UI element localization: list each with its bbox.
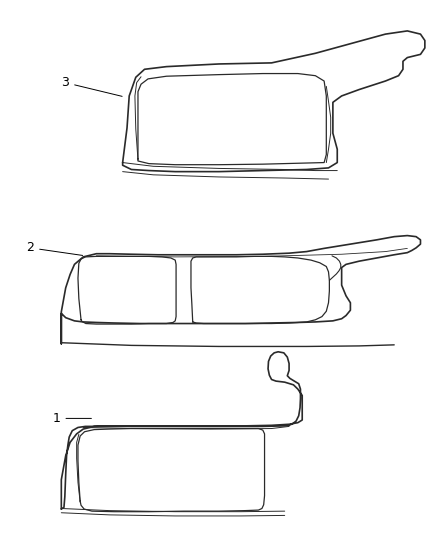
Text: 3: 3 <box>61 76 122 96</box>
Text: 1: 1 <box>53 412 92 425</box>
Text: 2: 2 <box>26 241 83 255</box>
